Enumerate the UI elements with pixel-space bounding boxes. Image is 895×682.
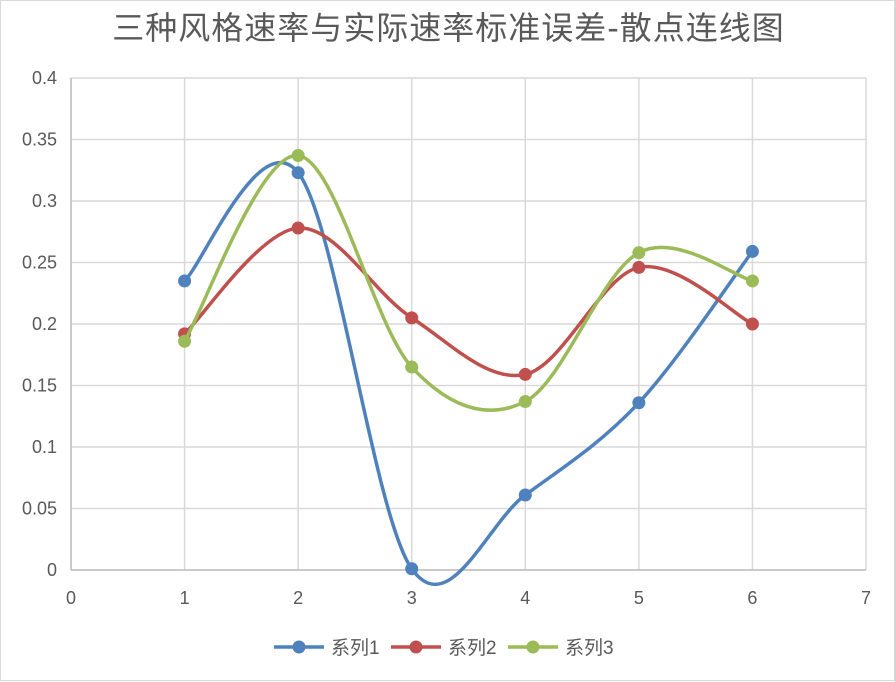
legend-dot-icon [409, 640, 423, 654]
y-tick-label: 0 [47, 560, 57, 580]
y-tick-label: 0.4 [32, 68, 57, 88]
data-point-marker[interactable] [405, 562, 419, 576]
series-line [182, 153, 755, 412]
chart-title: 三种风格速率与实际速率标准误差-散点连线图 [112, 9, 785, 47]
series-2 [178, 221, 759, 381]
x-tick-label: 0 [66, 588, 76, 608]
data-point-marker[interactable] [291, 221, 305, 235]
x-tick-label: 5 [634, 588, 644, 608]
y-tick-label: 0.2 [32, 314, 57, 334]
legend-dot-icon [292, 640, 306, 654]
data-point-marker[interactable] [745, 274, 759, 288]
data-point-marker[interactable] [632, 396, 646, 410]
data-point-marker[interactable] [518, 488, 532, 502]
data-point-marker[interactable] [178, 334, 192, 348]
legend-item-3[interactable]: 系列3 [508, 637, 614, 659]
series-1 [178, 161, 759, 587]
legend-item-2[interactable]: 系列2 [391, 637, 497, 659]
legend-label: 系列3 [565, 637, 614, 659]
data-point-marker[interactable] [405, 311, 419, 325]
data-point-marker[interactable] [178, 274, 192, 288]
data-point-marker[interactable] [518, 367, 532, 381]
y-tick-label: 0.25 [22, 253, 57, 273]
y-tick-label: 0.3 [32, 191, 57, 211]
y-tick-label: 0.05 [22, 499, 57, 519]
x-tick-label: 7 [861, 588, 871, 608]
legend-dot-icon [526, 640, 540, 654]
data-point-marker[interactable] [632, 260, 646, 274]
series-line [182, 226, 755, 378]
series-line [182, 161, 755, 587]
data-point-marker[interactable] [291, 166, 305, 180]
x-tick-label: 4 [520, 588, 530, 608]
data-point-marker[interactable] [291, 148, 305, 162]
data-point-marker[interactable] [405, 360, 419, 374]
data-point-marker[interactable] [518, 394, 532, 408]
legend: 系列1 系列2 系列3 [274, 637, 614, 659]
x-tick-label: 3 [407, 588, 417, 608]
legend-item-1[interactable]: 系列1 [274, 637, 380, 659]
y-tick-label: 0.15 [22, 376, 57, 396]
data-point-marker[interactable] [745, 244, 759, 258]
x-tick-label: 2 [293, 588, 303, 608]
data-point-marker[interactable] [632, 246, 646, 260]
data-point-marker[interactable] [745, 317, 759, 331]
legend-label: 系列2 [448, 637, 497, 659]
y-tick-label: 0.1 [32, 437, 57, 457]
x-tick-label: 1 [180, 588, 190, 608]
y-tick-label: 0.35 [22, 130, 57, 150]
x-tick-label: 6 [747, 588, 757, 608]
legend-label: 系列1 [331, 637, 380, 659]
series-3 [178, 148, 759, 412]
